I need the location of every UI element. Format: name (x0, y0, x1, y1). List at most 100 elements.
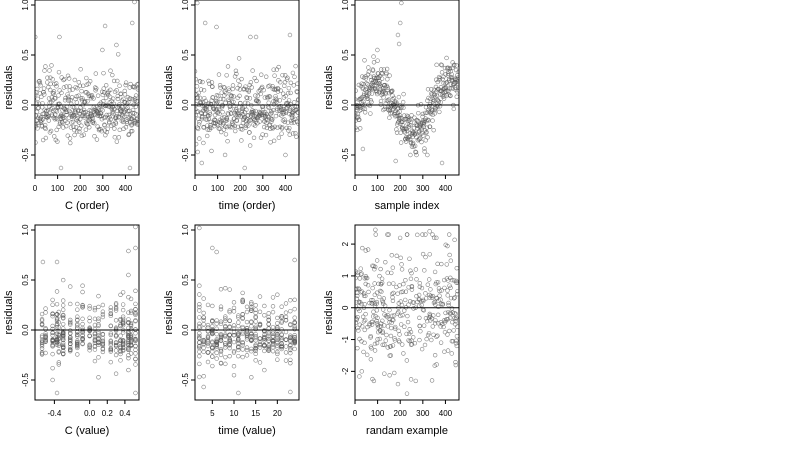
data-point (383, 338, 388, 343)
data-point (200, 103, 205, 108)
data-point (427, 252, 432, 257)
data-point (75, 318, 80, 323)
data-point (438, 100, 443, 105)
data-point (111, 111, 116, 116)
data-point (39, 123, 45, 128)
data-point (287, 32, 293, 38)
data-point (387, 344, 393, 349)
data-point (283, 152, 288, 158)
data-point (427, 104, 432, 109)
data-point (437, 77, 442, 83)
data-point (120, 316, 126, 322)
x-tick-label: 400 (439, 409, 453, 418)
x-tick-label: 0.4 (119, 409, 131, 418)
data-point (228, 106, 233, 112)
data-point (397, 112, 402, 118)
data-point (201, 384, 206, 390)
data-point (227, 338, 232, 343)
data-point (356, 286, 361, 291)
data-point (385, 314, 390, 320)
data-point (39, 351, 45, 356)
data-point (128, 320, 134, 326)
data-point (218, 333, 224, 338)
data-point (362, 106, 368, 112)
data-point (74, 129, 80, 134)
data-point (292, 306, 297, 312)
data-point (195, 141, 199, 147)
data-point (400, 123, 405, 128)
data-point (197, 343, 202, 349)
data-point (405, 128, 410, 134)
data-point (429, 87, 434, 92)
data-point (355, 325, 360, 331)
data-point (195, 77, 198, 82)
data-point (398, 140, 404, 145)
data-point (244, 107, 249, 112)
data-point (122, 88, 127, 94)
data-point (75, 332, 80, 338)
scatter-panel-2: 0 100 200 300 400 -0.5 0.0 0.5 1.0 time (order) re… (163, 0, 300, 212)
data-point (234, 118, 240, 124)
data-point (56, 325, 61, 330)
data-point (113, 328, 119, 333)
data-point (455, 288, 459, 294)
data-point (35, 115, 41, 121)
data-point (205, 133, 210, 139)
data-point (227, 308, 232, 313)
data-point (358, 126, 363, 131)
data-point (65, 73, 71, 79)
data-point (92, 343, 98, 349)
data-point (394, 253, 399, 258)
scatter-panel-1: 0 100 200 300 400 -0.5 0.0 0.5 1.0 C (order) resid… (3, 0, 140, 212)
data-point (455, 79, 459, 85)
data-point (93, 88, 98, 93)
data-point (50, 337, 55, 342)
data-point (75, 301, 80, 307)
data-point (442, 320, 448, 325)
data-point (380, 342, 385, 347)
data-point (60, 335, 66, 341)
data-point (249, 300, 254, 305)
y-tick-label: 1.0 (181, 224, 190, 236)
data-point (288, 335, 293, 341)
data-point (408, 152, 413, 158)
data-point (266, 100, 271, 105)
data-point (404, 391, 410, 396)
data-point (100, 346, 106, 351)
data-point (114, 88, 119, 93)
data-point (113, 340, 119, 346)
data-point (60, 313, 66, 318)
data-point (59, 90, 64, 96)
data-point (413, 122, 419, 127)
data-point (363, 248, 368, 253)
data-point (219, 90, 224, 95)
data-point (92, 338, 98, 344)
data-point (201, 315, 206, 320)
data-point (275, 337, 280, 343)
data-point (295, 81, 299, 86)
data-point (444, 276, 450, 281)
data-point (282, 80, 288, 85)
data-point (83, 127, 89, 132)
data-point (227, 343, 232, 348)
data-point (280, 125, 285, 130)
data-point (135, 116, 139, 121)
data-point (240, 342, 245, 348)
data-points (195, 0, 299, 171)
data-point (288, 322, 293, 327)
data-point (288, 360, 293, 366)
data-point (275, 326, 280, 332)
data-point (283, 358, 289, 363)
data-point (407, 299, 413, 304)
data-point (268, 140, 273, 145)
data-point (355, 345, 360, 351)
data-point (197, 315, 202, 320)
data-point (293, 131, 298, 136)
data-point (368, 335, 373, 340)
data-point (355, 272, 360, 278)
data-point (399, 267, 405, 272)
data-point (438, 324, 443, 329)
data-point (448, 258, 454, 263)
data-point (41, 89, 46, 95)
y-tick-label: 0.5 (341, 49, 350, 61)
